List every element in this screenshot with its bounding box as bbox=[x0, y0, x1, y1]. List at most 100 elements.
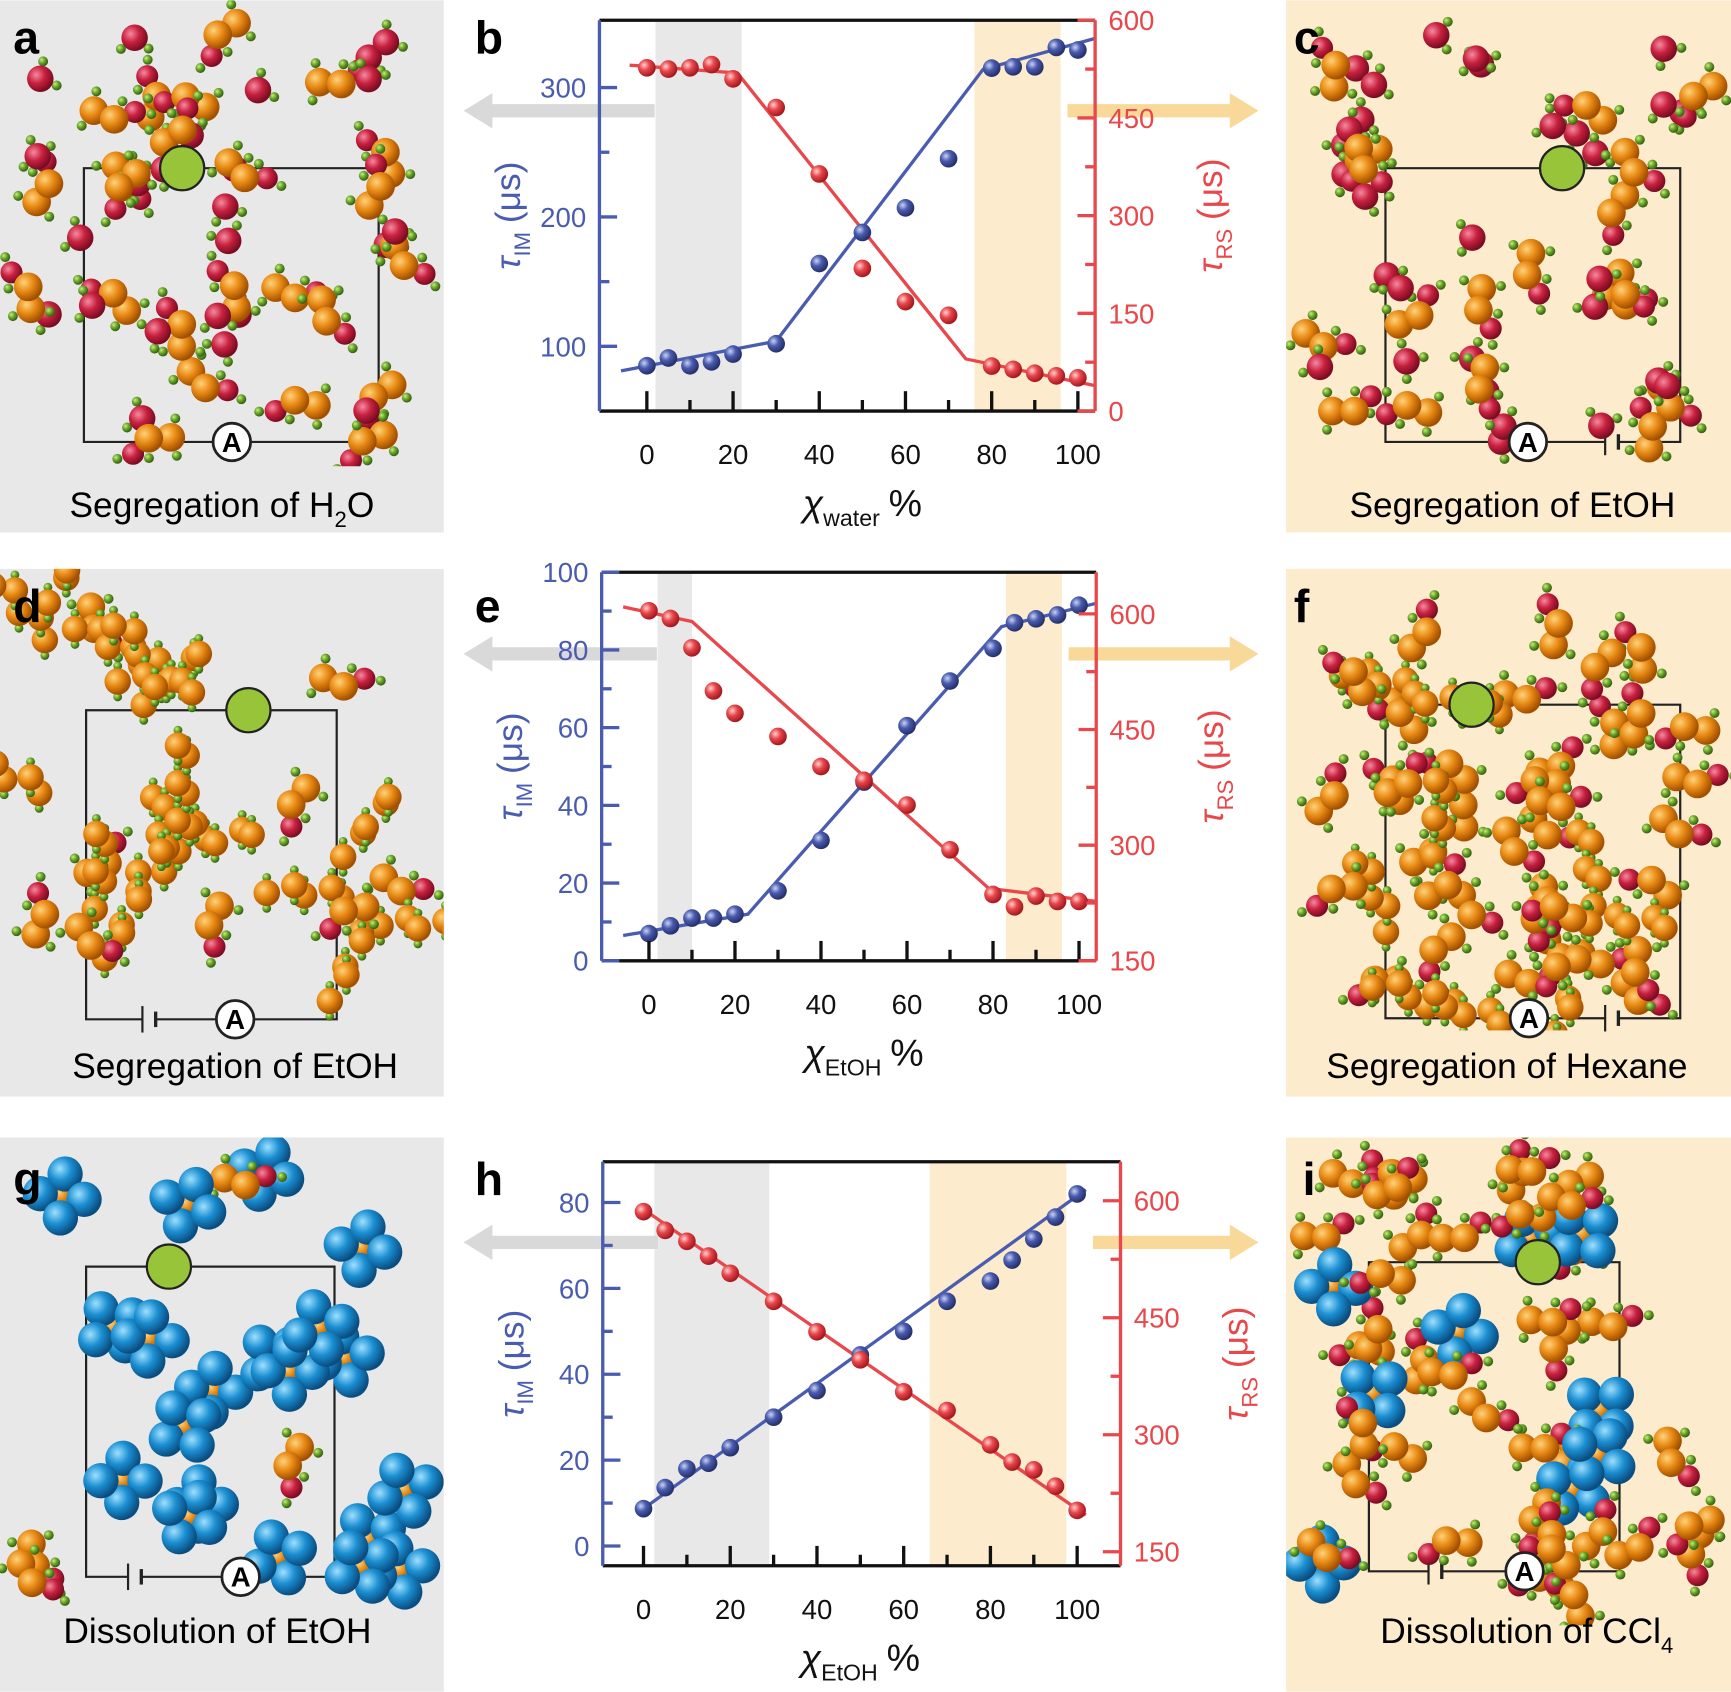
atom bbox=[1559, 1505, 1570, 1516]
data-point bbox=[1047, 38, 1066, 57]
y-tick-label: 80 bbox=[558, 635, 589, 666]
atom bbox=[1539, 112, 1566, 140]
atom bbox=[1459, 1212, 1470, 1223]
atom bbox=[1419, 828, 1430, 839]
atom bbox=[1341, 1469, 1371, 1499]
x-axis-label-main: χ bbox=[798, 1637, 822, 1679]
atom bbox=[1643, 169, 1666, 193]
atom bbox=[1292, 1249, 1303, 1260]
atom bbox=[1557, 980, 1568, 991]
atom bbox=[383, 777, 393, 786]
caption-main: Dissolution of CCl bbox=[1380, 1612, 1661, 1651]
atom bbox=[1355, 899, 1366, 910]
atom bbox=[284, 414, 295, 425]
atom bbox=[247, 845, 257, 855]
atom bbox=[1546, 925, 1557, 936]
atom bbox=[63, 551, 72, 560]
atom bbox=[1342, 699, 1353, 710]
atom bbox=[1526, 1590, 1537, 1601]
y-axis-label-main: τ bbox=[489, 254, 528, 270]
atom bbox=[11, 926, 22, 937]
atom bbox=[1582, 139, 1609, 167]
arrow-head bbox=[463, 636, 493, 672]
atom bbox=[276, 790, 306, 819]
atom bbox=[1420, 1309, 1456, 1345]
atom bbox=[1653, 396, 1664, 407]
atom bbox=[167, 309, 197, 339]
atom bbox=[1306, 353, 1334, 381]
atom bbox=[1565, 1018, 1575, 1028]
atom bbox=[27, 65, 54, 93]
ammeter bbox=[1508, 998, 1550, 1039]
atom bbox=[91, 160, 102, 171]
data-point bbox=[681, 58, 699, 77]
atom bbox=[1632, 889, 1643, 900]
atom bbox=[1385, 698, 1415, 727]
atom bbox=[1617, 701, 1628, 712]
atom bbox=[1597, 198, 1626, 228]
y-axis-label-tail: (μs) bbox=[489, 162, 528, 224]
atom bbox=[1632, 295, 1655, 318]
atom bbox=[72, 532, 98, 558]
atom bbox=[1440, 1017, 1450, 1027]
atom bbox=[1365, 1481, 1388, 1504]
atom bbox=[1376, 684, 1387, 695]
atom bbox=[349, 1335, 385, 1371]
data-point bbox=[808, 1381, 826, 1400]
atom bbox=[1431, 1195, 1442, 1206]
y2-axis-label-sub: RS bbox=[1212, 229, 1237, 260]
atom bbox=[187, 703, 197, 713]
atom bbox=[1313, 344, 1324, 355]
atom bbox=[139, 715, 149, 725]
atom bbox=[273, 1451, 303, 1481]
atom bbox=[1422, 1017, 1432, 1027]
atom bbox=[1528, 881, 1539, 892]
atom bbox=[136, 65, 159, 88]
atom bbox=[375, 143, 386, 154]
atom bbox=[10, 601, 20, 611]
atom bbox=[1512, 1423, 1523, 1434]
atom bbox=[199, 322, 210, 333]
atom bbox=[1461, 847, 1472, 858]
shaded-region bbox=[657, 572, 692, 961]
atom bbox=[148, 838, 175, 865]
atom bbox=[1531, 1516, 1542, 1527]
atom bbox=[1559, 1580, 1589, 1610]
atom bbox=[123, 150, 134, 161]
x-tick-label: 80 bbox=[975, 1594, 1006, 1625]
atom bbox=[42, 1200, 79, 1236]
atom bbox=[375, 675, 386, 686]
atom bbox=[1375, 403, 1398, 426]
atom bbox=[1477, 1380, 1488, 1391]
atom bbox=[0, 574, 7, 597]
atom bbox=[1529, 951, 1539, 962]
atom bbox=[1396, 338, 1407, 349]
ammeter bbox=[1504, 1551, 1545, 1592]
atom bbox=[299, 275, 310, 286]
atom bbox=[353, 120, 364, 131]
atom bbox=[1602, 1534, 1613, 1545]
atom bbox=[238, 821, 265, 848]
atom bbox=[142, 54, 153, 65]
caption-main: Segregation of H bbox=[70, 486, 335, 525]
atom bbox=[242, 1324, 278, 1360]
atom bbox=[100, 969, 110, 979]
atom bbox=[1458, 66, 1469, 77]
atom bbox=[1495, 725, 1504, 735]
atom bbox=[201, 829, 229, 857]
x-tick-label: 20 bbox=[715, 1594, 746, 1625]
atom bbox=[413, 939, 423, 949]
atom bbox=[1334, 187, 1345, 198]
atom bbox=[206, 230, 217, 241]
atom bbox=[1311, 36, 1334, 59]
y-tick-label: 300 bbox=[540, 72, 586, 103]
atom bbox=[1381, 942, 1391, 952]
atom bbox=[22, 900, 32, 911]
atom bbox=[1448, 677, 1457, 687]
atom bbox=[396, 1493, 432, 1529]
atom bbox=[250, 305, 261, 316]
atom bbox=[1359, 1140, 1370, 1151]
atom bbox=[1310, 85, 1320, 96]
atom bbox=[1508, 1139, 1531, 1162]
atom bbox=[1395, 843, 1406, 854]
